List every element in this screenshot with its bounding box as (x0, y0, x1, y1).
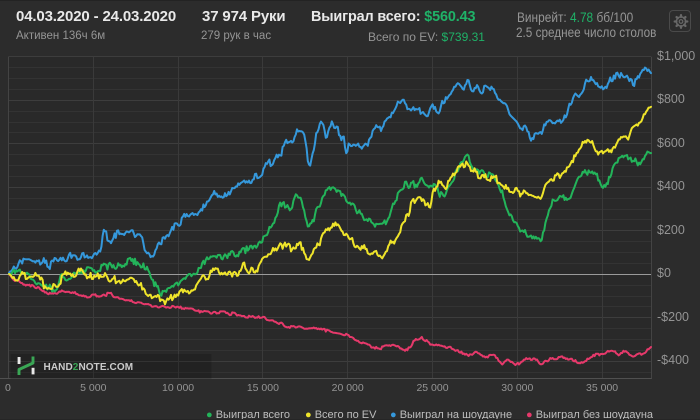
svg-text:HAND2NOTE.COM: HAND2NOTE.COM (44, 362, 134, 373)
